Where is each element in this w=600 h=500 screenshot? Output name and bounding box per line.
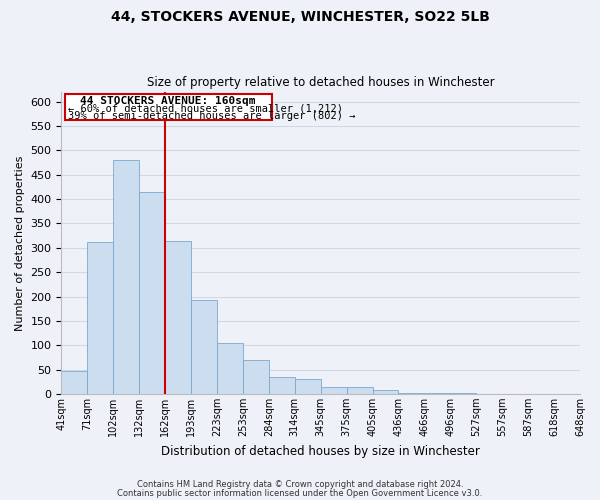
Bar — [373, 390, 398, 394]
Text: 39% of semi-detached houses are larger (802) →: 39% of semi-detached houses are larger (… — [68, 111, 356, 121]
Bar — [88, 242, 113, 394]
Bar — [424, 393, 451, 394]
Bar — [321, 387, 347, 394]
Y-axis label: Number of detached properties: Number of detached properties — [15, 156, 25, 330]
Bar — [269, 377, 295, 394]
Bar — [61, 372, 88, 394]
Bar — [139, 192, 165, 394]
Text: 44, STOCKERS AVENUE, WINCHESTER, SO22 5LB: 44, STOCKERS AVENUE, WINCHESTER, SO22 5L… — [110, 10, 490, 24]
Title: Size of property relative to detached houses in Winchester: Size of property relative to detached ho… — [147, 76, 494, 90]
Text: 44 STOCKERS AVENUE: 160sqm: 44 STOCKERS AVENUE: 160sqm — [80, 96, 256, 106]
Bar — [398, 393, 424, 394]
X-axis label: Distribution of detached houses by size in Winchester: Distribution of detached houses by size … — [161, 444, 480, 458]
Bar — [165, 240, 191, 394]
Bar — [347, 387, 373, 394]
Bar — [295, 380, 321, 394]
Text: Contains HM Land Registry data © Crown copyright and database right 2024.: Contains HM Land Registry data © Crown c… — [137, 480, 463, 489]
Text: Contains public sector information licensed under the Open Government Licence v3: Contains public sector information licen… — [118, 488, 482, 498]
Bar — [113, 160, 139, 394]
FancyBboxPatch shape — [65, 94, 272, 120]
Bar — [217, 344, 243, 394]
Bar — [243, 360, 269, 394]
Bar — [191, 300, 217, 394]
Text: ← 60% of detached houses are smaller (1,212): ← 60% of detached houses are smaller (1,… — [68, 104, 343, 114]
